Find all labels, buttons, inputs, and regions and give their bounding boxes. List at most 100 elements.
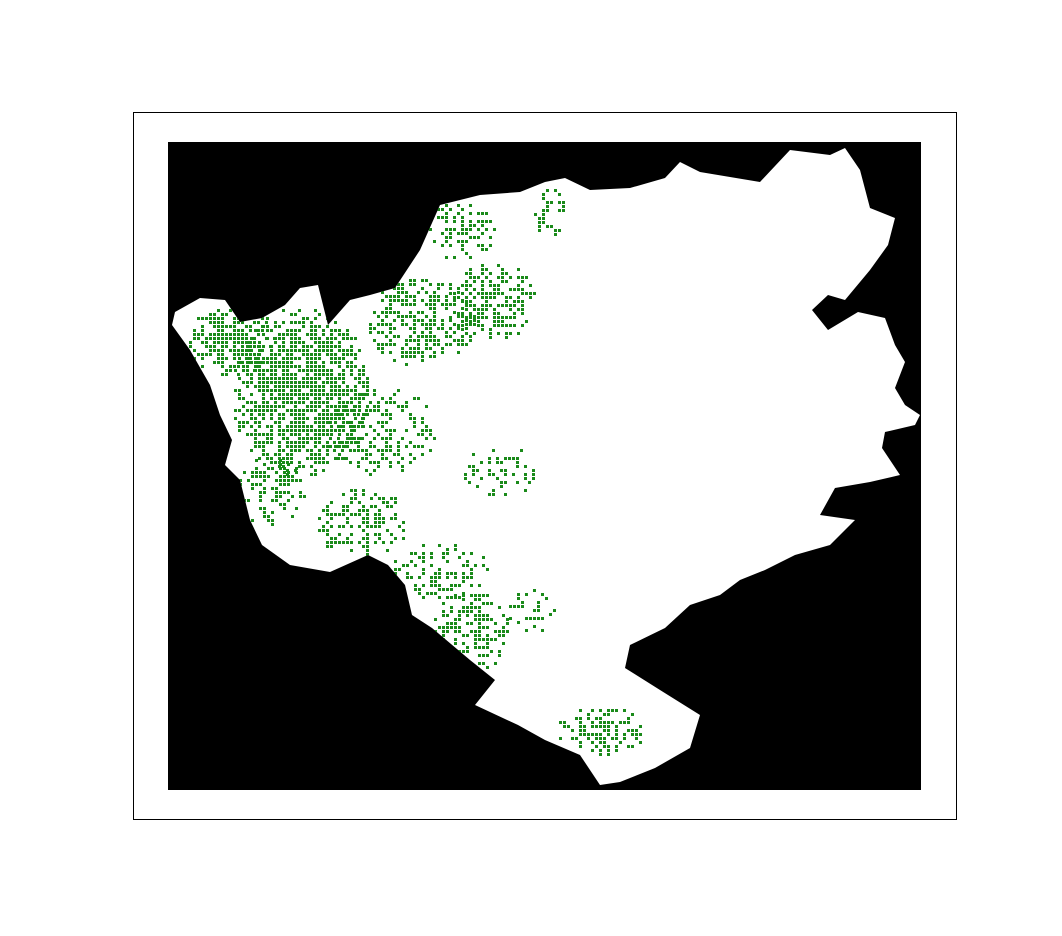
vegetation-cell: [298, 413, 301, 416]
vegetation-cell: [318, 325, 321, 328]
vegetation-cell: [433, 291, 436, 294]
vegetation-cell: [486, 638, 489, 641]
vegetation-cell: [217, 309, 220, 312]
vegetation-cell: [513, 304, 516, 307]
vegetation-cell: [554, 229, 557, 232]
vegetation-cell: [422, 556, 425, 559]
vegetation-cell: [286, 329, 289, 332]
vegetation-cell: [389, 307, 392, 310]
vegetation-cell: [366, 537, 369, 540]
vegetation-cell: [402, 529, 405, 532]
vegetation-cell: [429, 228, 432, 231]
vegetation-cell: [225, 345, 228, 348]
vegetation-cell: [492, 489, 495, 492]
vegetation-cell: [599, 725, 602, 728]
vegetation-cell: [413, 319, 416, 322]
vegetation-cell: [350, 389, 353, 392]
vegetation-cell: [497, 320, 500, 323]
vegetation-cell: [350, 489, 353, 492]
vegetation-cell: [370, 525, 373, 528]
vegetation-cell: [441, 232, 444, 235]
vegetation-cell: [290, 433, 293, 436]
vegetation-cell: [373, 311, 376, 314]
vegetation-cell: [397, 299, 400, 302]
vegetation-cell: [270, 349, 273, 352]
vegetation-cell: [354, 513, 357, 516]
vegetation-cell: [253, 353, 256, 356]
vegetation-cell: [221, 321, 224, 324]
vegetation-cell: [369, 425, 372, 428]
vegetation-cell: [338, 433, 341, 436]
vegetation-cell: [369, 453, 372, 456]
vegetation-cell: [193, 333, 196, 336]
vegetation-cell: [326, 541, 329, 544]
vegetation-cell: [374, 533, 377, 536]
vegetation-cell: [217, 337, 220, 340]
vegetation-cell: [237, 337, 240, 340]
vegetation-cell: [245, 337, 248, 340]
vegetation-cell: [474, 642, 477, 645]
vegetation-cell: [201, 317, 204, 320]
vegetation-cell: [512, 457, 515, 460]
vegetation-cell: [306, 373, 309, 376]
vegetation-cell: [462, 592, 465, 595]
vegetation-cell: [442, 588, 445, 591]
vegetation-cell: [294, 321, 297, 324]
vegetation-cell: [389, 433, 392, 436]
vegetation-cell: [254, 417, 257, 420]
vegetation-cell: [358, 513, 361, 516]
vegetation-cell: [330, 361, 333, 364]
vegetation-cell: [266, 325, 269, 328]
vegetation-cell: [274, 357, 277, 360]
vegetation-cell: [286, 453, 289, 456]
vegetation-cell: [279, 463, 282, 466]
vegetation-cell: [469, 276, 472, 279]
vegetation-cell: [282, 385, 285, 388]
vegetation-cell: [473, 308, 476, 311]
vegetation-cell: [405, 303, 408, 306]
vegetation-cell: [524, 489, 527, 492]
vegetation-cell: [462, 580, 465, 583]
vegetation-cell: [270, 429, 273, 432]
vegetation-cell: [251, 475, 254, 478]
vegetation-cell: [353, 409, 356, 412]
vegetation-cell: [401, 299, 404, 302]
vegetation-cell: [429, 295, 432, 298]
vegetation-cell: [350, 353, 353, 356]
vegetation-cell: [382, 497, 385, 500]
vegetation-cell: [607, 749, 610, 752]
vegetation-cell: [502, 626, 505, 629]
vegetation-cell: [241, 349, 244, 352]
vegetation-cell: [365, 413, 368, 416]
vegetation-cell: [262, 385, 265, 388]
vegetation-cell: [627, 745, 630, 748]
vegetation-cell: [306, 353, 309, 356]
vegetation-cell: [454, 626, 457, 629]
vegetation-cell: [322, 429, 325, 432]
vegetation-cell: [221, 361, 224, 364]
vegetation-cell: [263, 507, 266, 510]
vegetation-cell: [603, 713, 606, 716]
vegetation-cell: [405, 343, 408, 346]
vegetation-cell: [450, 622, 453, 625]
vegetation-cell: [314, 377, 317, 380]
vegetation-cell: [433, 311, 436, 314]
vegetation-cell: [217, 357, 220, 360]
vegetation-cell: [290, 441, 293, 444]
vegetation-cell: [599, 709, 602, 712]
vegetation-cell: [374, 521, 377, 524]
vegetation-cell: [488, 461, 491, 464]
vegetation-cell: [346, 517, 349, 520]
vegetation-cell: [255, 467, 258, 470]
vegetation-cell: [213, 333, 216, 336]
vegetation-cell: [266, 441, 269, 444]
vegetation-cell: [270, 461, 273, 464]
vegetation-cell: [562, 205, 565, 208]
vegetation-cell: [358, 373, 361, 376]
vegetation-cell: [310, 325, 313, 328]
vegetation-cell: [501, 268, 504, 271]
vegetation-cell: [283, 471, 286, 474]
vegetation-cell: [354, 417, 357, 420]
vegetation-cell: [425, 323, 428, 326]
vegetation-cell: [350, 409, 353, 412]
